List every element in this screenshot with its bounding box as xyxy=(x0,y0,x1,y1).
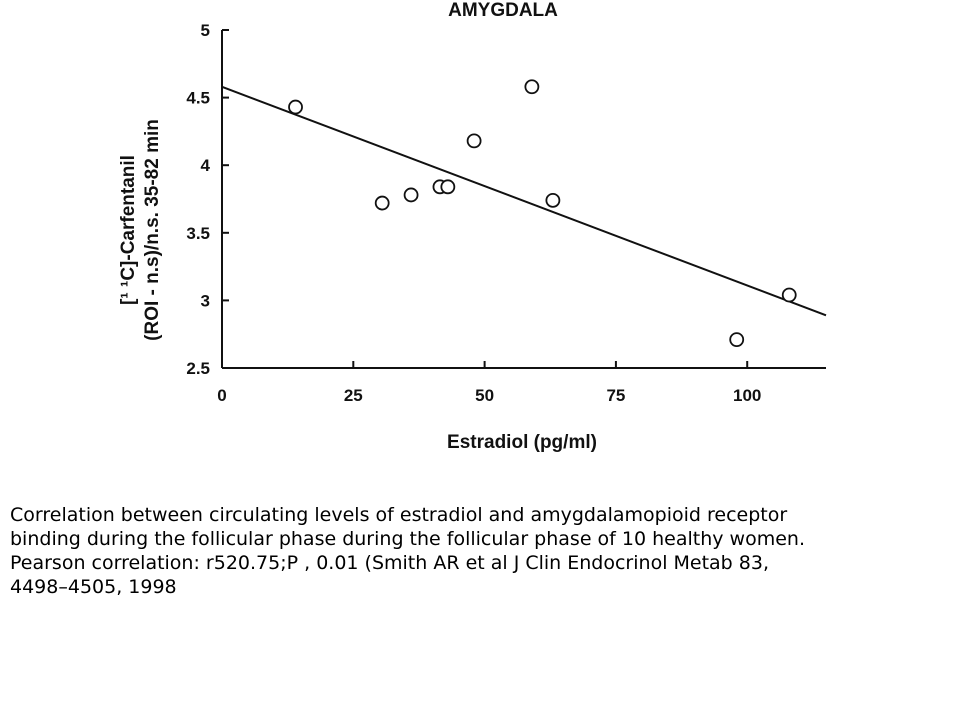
data-point xyxy=(440,179,456,195)
figure-caption: Correlation between circulating levels o… xyxy=(10,503,950,599)
regression-line xyxy=(221,85,827,317)
data-point xyxy=(545,192,561,208)
caption-line-1: Correlation between circulating levels o… xyxy=(10,504,788,526)
x-ticks: 0 25 50 75 100 xyxy=(217,361,761,405)
y-tick-label: 3 xyxy=(201,291,210,310)
y-tick-label: 4.5 xyxy=(186,89,210,108)
x-axis-label: Estradiol (pg/ml) xyxy=(447,432,597,453)
data-point xyxy=(524,79,540,95)
data-point xyxy=(729,332,745,348)
caption-line-2: binding during the follicular phase duri… xyxy=(10,528,805,550)
x-tick-label: 25 xyxy=(344,386,363,405)
data-point xyxy=(466,133,482,149)
regression-group xyxy=(221,85,827,317)
data-point xyxy=(374,195,390,211)
x-tick-label: 100 xyxy=(733,386,761,405)
y-tick-label: 3.5 xyxy=(186,224,210,243)
x-tick-label: 75 xyxy=(606,386,625,405)
y-axis-label-line-2: (ROI - n.s)/n.s. 35-82 min xyxy=(142,119,163,341)
caption-line-4: 4498–4505, 1998 xyxy=(10,576,177,598)
y-axis-label-line-1: [¹ ¹C]-Carfentanil xyxy=(118,155,139,305)
data-point xyxy=(403,187,419,203)
y-tick-label: 4 xyxy=(201,156,211,175)
x-tick-label: 50 xyxy=(475,386,494,405)
y-ticks: 2.5 3 3.5 4 4.5 5 xyxy=(186,21,229,378)
x-tick-label: 0 xyxy=(217,386,226,405)
data-point xyxy=(781,287,797,303)
y-tick-label: 5 xyxy=(201,21,210,40)
y-tick-label: 2.5 xyxy=(186,359,210,378)
data-points xyxy=(288,79,797,348)
scatter-chart: AMYGDALA [¹ ¹C]-Carfentanil (ROI - n.s)/… xyxy=(118,0,827,453)
data-point xyxy=(288,99,303,115)
caption-line-3: Pearson correlation: r520.75;P , 0.01 (S… xyxy=(10,552,769,574)
chart-title: AMYGDALA xyxy=(448,0,558,21)
y-axis-label: [¹ ¹C]-Carfentanil (ROI - n.s)/n.s. 35-8… xyxy=(118,119,163,341)
